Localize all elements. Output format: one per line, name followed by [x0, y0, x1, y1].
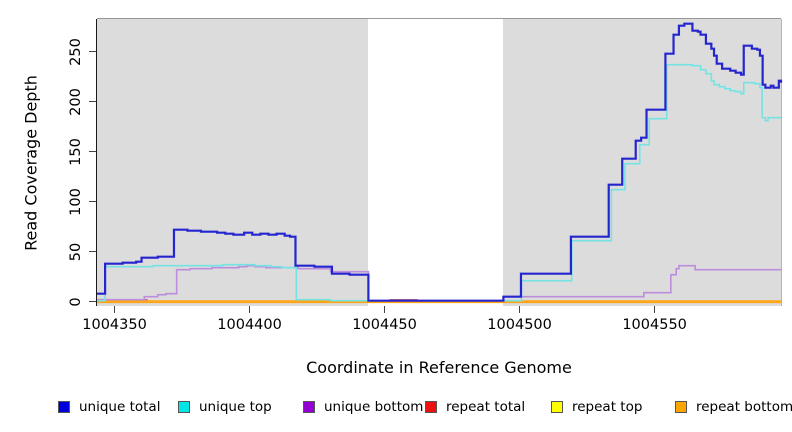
- legend-item-unique-top: unique top: [178, 399, 272, 415]
- y-tick-mark: [89, 51, 96, 53]
- x-tick-mark: [248, 306, 251, 313]
- y-tick-label: 0: [68, 297, 84, 307]
- legend-label: unique top: [199, 399, 272, 415]
- x-tick-label: 1004350: [82, 317, 147, 333]
- series-line-unique-top: [97, 63, 781, 302]
- series-line-unique-total: [97, 22, 783, 302]
- legend-swatch-repeat-bottom: [675, 401, 687, 413]
- x-axis-label: Coordinate in Reference Genome: [306, 358, 572, 377]
- legend-label: unique bottom: [324, 399, 424, 415]
- x-tick-mark: [383, 306, 386, 313]
- y-tick-mark: [89, 251, 96, 253]
- y-tick-mark: [89, 301, 96, 303]
- plot-top-border: [97, 17, 781, 20]
- legend-label: repeat total: [446, 399, 526, 415]
- y-tick-label: 250: [68, 37, 84, 66]
- y-tick-mark: [89, 151, 96, 153]
- legend-item-unique-bottom: unique bottom: [303, 399, 423, 415]
- y-tick-label: 150: [68, 137, 84, 166]
- legend-swatch-repeat-total: [425, 401, 437, 413]
- y-tick-mark: [89, 201, 96, 203]
- y-axis-label: Read Coverage Depth: [21, 74, 41, 251]
- x-tick-mark: [654, 306, 656, 313]
- legend-label: repeat bottom: [696, 399, 792, 415]
- legend-item-repeat-total: repeat total: [425, 399, 525, 415]
- legend-item-unique-total: unique total: [58, 399, 160, 415]
- coverage-series-svg: [97, 22, 783, 304]
- plot-right-border: [781, 19, 782, 306]
- y-axis-line: [96, 19, 98, 306]
- x-tick-mark: [113, 306, 116, 313]
- x-tick-label: 1004500: [487, 317, 552, 333]
- legend-swatch-unique-bottom: [303, 401, 315, 413]
- series-line-unique-bottom: [97, 264, 781, 302]
- legend-label: repeat top: [572, 399, 643, 415]
- legend-swatch-unique-total: [58, 401, 70, 413]
- legend-item-repeat-top: repeat top: [551, 399, 642, 415]
- y-tick-mark: [89, 101, 96, 103]
- unshaded-gap-region: [368, 19, 504, 306]
- y-tick-label: 200: [68, 87, 84, 116]
- legend-swatch-repeat-top: [551, 401, 563, 413]
- x-tick-label: 1004400: [217, 317, 282, 333]
- legend-swatch-unique-top: [178, 401, 190, 413]
- x-tick-mark: [519, 306, 521, 313]
- legend-item-repeat-bottom: repeat bottom: [675, 399, 792, 415]
- x-tick-label: 1004450: [352, 317, 417, 333]
- x-tick-label: 1004550: [622, 317, 687, 333]
- y-tick-label: 50: [68, 242, 84, 261]
- y-tick-label: 100: [68, 187, 84, 216]
- legend-label: unique total: [79, 399, 161, 415]
